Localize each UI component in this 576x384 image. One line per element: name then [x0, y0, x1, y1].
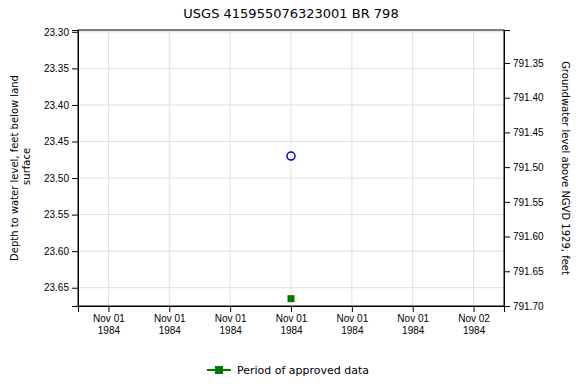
y2-axis: 791.70 791.65 791.60 791.55 791.50 791.45 791.… — [504, 31, 544, 312]
grid-line — [108, 30, 109, 306]
tick-label: 23.50 — [44, 173, 69, 184]
tick-label: Nov 011984 — [337, 313, 369, 336]
y-tick: 23.45 — [44, 136, 78, 147]
tick-label: 23.30 — [44, 27, 69, 38]
tick-mark — [504, 98, 510, 99]
x-tick: Nov 011984 — [397, 306, 429, 336]
axis-line — [72, 31, 79, 307]
grid-line — [412, 30, 413, 306]
tick-label: 23.65 — [44, 282, 69, 293]
y-tick: 23.50 — [44, 173, 78, 184]
x-tick: Nov 021984 — [458, 306, 490, 336]
tick-mark — [72, 141, 78, 142]
y-tick: 23.65 — [44, 282, 78, 293]
y-tick: 23.30 — [44, 27, 78, 38]
tick-label: 791.55 — [513, 197, 544, 208]
tick-mark — [413, 306, 414, 312]
y-axis: 23.30 23.35 23.40 23.45 23.50 23.55 23.60 23.65 — [44, 27, 79, 307]
y2-tick: 791.65 — [504, 266, 544, 277]
tick-label: Nov 011984 — [276, 313, 308, 336]
legend: Period of approved data — [207, 364, 369, 377]
y-tick: 23.35 — [44, 63, 78, 74]
tick-label: 791.35 — [513, 58, 544, 69]
tick-mark — [72, 105, 78, 106]
tick-mark — [474, 306, 475, 312]
y2-tick: 791.45 — [504, 127, 544, 138]
x-tick: Nov 011984 — [215, 306, 247, 336]
grid-line — [230, 30, 231, 306]
y2-axis-title: Groundwater level above NGVD 1929, feet — [560, 61, 571, 275]
tick-label: Nov 011984 — [154, 313, 186, 336]
tick-label: 23.60 — [44, 246, 69, 257]
x-tick: Nov 011984 — [93, 306, 125, 336]
y2-tick: 791.70 — [504, 301, 544, 312]
y-tick: 23.40 — [44, 100, 78, 111]
tick-label: 791.65 — [513, 266, 544, 277]
tick-mark — [72, 215, 78, 216]
tick-mark — [504, 132, 510, 133]
tick-mark — [72, 32, 78, 33]
axis-line — [79, 307, 505, 313]
tick-label: Nov 011984 — [93, 313, 125, 336]
y2-tick: 791.40 — [504, 92, 544, 103]
point — [287, 152, 295, 160]
tick-mark — [72, 178, 78, 179]
x-tick: Nov 011984 — [154, 306, 186, 336]
tick-mark — [504, 202, 510, 203]
tick-label: 23.45 — [44, 136, 69, 147]
tick-mark — [169, 306, 170, 312]
tick-label: Nov 011984 — [215, 313, 247, 336]
tick-mark — [504, 167, 510, 168]
tick-mark — [72, 288, 78, 289]
tick-label: Nov 021984 — [458, 313, 490, 336]
tick-mark — [108, 306, 109, 312]
plot-frame — [78, 30, 504, 306]
y-tick: 23.55 — [44, 209, 78, 220]
tick-mark — [72, 68, 78, 69]
x-tick: Nov 011984 — [276, 306, 308, 336]
tick-mark — [230, 306, 231, 312]
series — [288, 296, 294, 302]
grid-line — [473, 30, 474, 306]
legend-marker — [215, 367, 222, 374]
axis-line — [505, 31, 511, 307]
grid-line — [291, 30, 292, 306]
grid — [78, 30, 504, 306]
tick-mark — [291, 306, 292, 312]
tick-mark — [504, 237, 510, 238]
y2-tick: 791.50 — [504, 162, 544, 173]
tick-label: 791.40 — [513, 92, 544, 103]
y-axis-title: Depth to water level, feet below land su… — [9, 75, 32, 261]
grid-line — [169, 30, 170, 306]
y2-tick: 791.55 — [504, 197, 544, 208]
legend-label: Period of approved data — [237, 364, 369, 377]
marks — [287, 152, 295, 302]
y2-tick: 791.60 — [504, 231, 544, 242]
tick-mark — [504, 63, 510, 64]
plot: Nov 011984 Nov 011984 Nov 011984 Nov 011984… — [44, 27, 544, 336]
tick-label: 23.35 — [44, 63, 69, 74]
tick-mark — [504, 306, 510, 307]
tick-label: 791.60 — [513, 231, 544, 242]
tick-label: 791.50 — [513, 162, 544, 173]
point — [288, 296, 294, 302]
tick-mark — [504, 271, 510, 272]
title: USGS 415955076323001 BR 798 — [183, 6, 398, 21]
tick-label: 23.55 — [44, 209, 69, 220]
y-tick: 23.60 — [44, 246, 78, 257]
y2-tick: 791.35 — [504, 58, 544, 69]
series — [287, 152, 295, 160]
grid-line — [351, 30, 352, 306]
legend-item: Period of approved data — [207, 364, 369, 377]
tick-mark — [352, 306, 353, 312]
tick-label: 791.70 — [513, 301, 544, 312]
tick-label: 791.45 — [513, 127, 544, 138]
tick-label: 23.40 — [44, 100, 69, 111]
x-axis: Nov 011984 Nov 011984 Nov 011984 Nov 011984… — [79, 306, 505, 336]
x-tick: Nov 011984 — [337, 306, 369, 336]
tick-label: Nov 011984 — [397, 313, 429, 336]
tick-mark — [72, 251, 78, 252]
chart: Nov 011984 Nov 011984 Nov 011984 Nov 011984… — [0, 0, 576, 384]
